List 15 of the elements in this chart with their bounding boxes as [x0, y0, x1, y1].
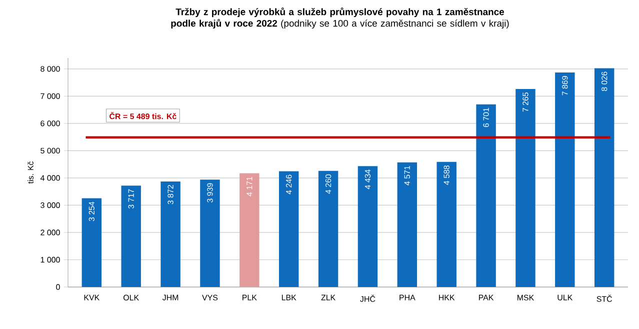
bar: [82, 198, 102, 287]
bar: [160, 181, 180, 287]
bar: [555, 72, 575, 287]
bar: [318, 170, 338, 287]
chart-title: Tržby z prodeje výrobků a služeb průmyslové povahy na 1 zaměstnance podle krajů v roce 2022 (podniky se 100 a více zaměstnanci se sídlem v kraji): [171, 8, 509, 29]
bar: [476, 104, 496, 287]
bar: [397, 162, 418, 287]
bar: [358, 166, 378, 287]
bar: [200, 180, 220, 287]
bar: [516, 88, 536, 287]
bar: [278, 171, 299, 287]
bar: [594, 68, 614, 287]
bar: [240, 173, 260, 287]
bar: [436, 162, 456, 287]
bar: [121, 186, 141, 287]
